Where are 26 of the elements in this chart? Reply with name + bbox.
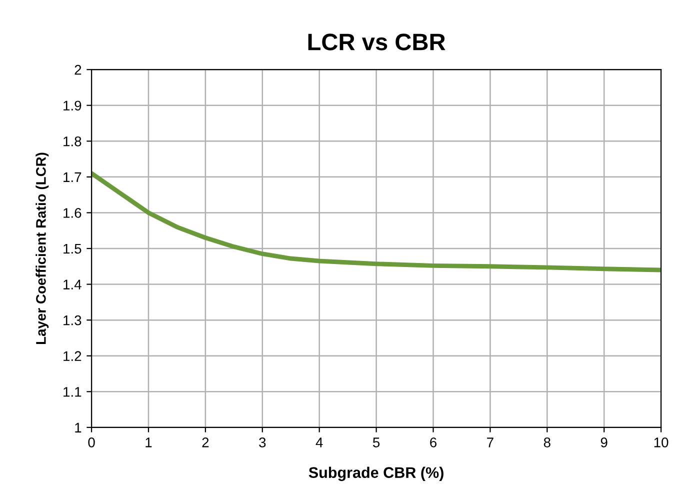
y-tick-label: 2 xyxy=(74,64,82,75)
x-tick-label: 9 xyxy=(600,438,608,448)
y-tick-label: 1.5 xyxy=(64,244,82,254)
x-tick-label: 4 xyxy=(316,438,323,448)
x-tick-label: 10 xyxy=(654,438,668,448)
x-tick-label: 8 xyxy=(544,438,550,448)
y-tick-label: 1.3 xyxy=(64,315,82,326)
y-tick-label: 1.9 xyxy=(64,100,82,111)
y-tick-label: 1.8 xyxy=(64,136,82,146)
y-tick-label: 1 xyxy=(75,422,82,432)
y-tick-label: 1.4 xyxy=(64,280,82,290)
x-axis-title: Subgrade CBR (%) xyxy=(308,466,444,482)
chart-title: LCR vs CBR xyxy=(308,34,446,50)
line-series xyxy=(92,171,662,272)
y-tick-label: 1.7 xyxy=(64,172,82,182)
x-tick-label: 6 xyxy=(430,438,436,448)
x-tick-label: 7 xyxy=(487,438,494,448)
y-axis-title: Layer Coefficient Ratio (LCR) xyxy=(36,152,49,344)
y-tick-label: 1.6 xyxy=(64,208,82,218)
x-tick-label: 2 xyxy=(202,438,209,448)
y-tick-label: 1.2 xyxy=(64,351,82,361)
x-tick-label: 5 xyxy=(372,438,380,448)
x-tick-label: 1 xyxy=(146,438,152,448)
x-tick-label: 0 xyxy=(88,438,95,448)
x-tick-label: 3 xyxy=(259,438,266,448)
y-tick-label: 1.1 xyxy=(64,387,82,397)
